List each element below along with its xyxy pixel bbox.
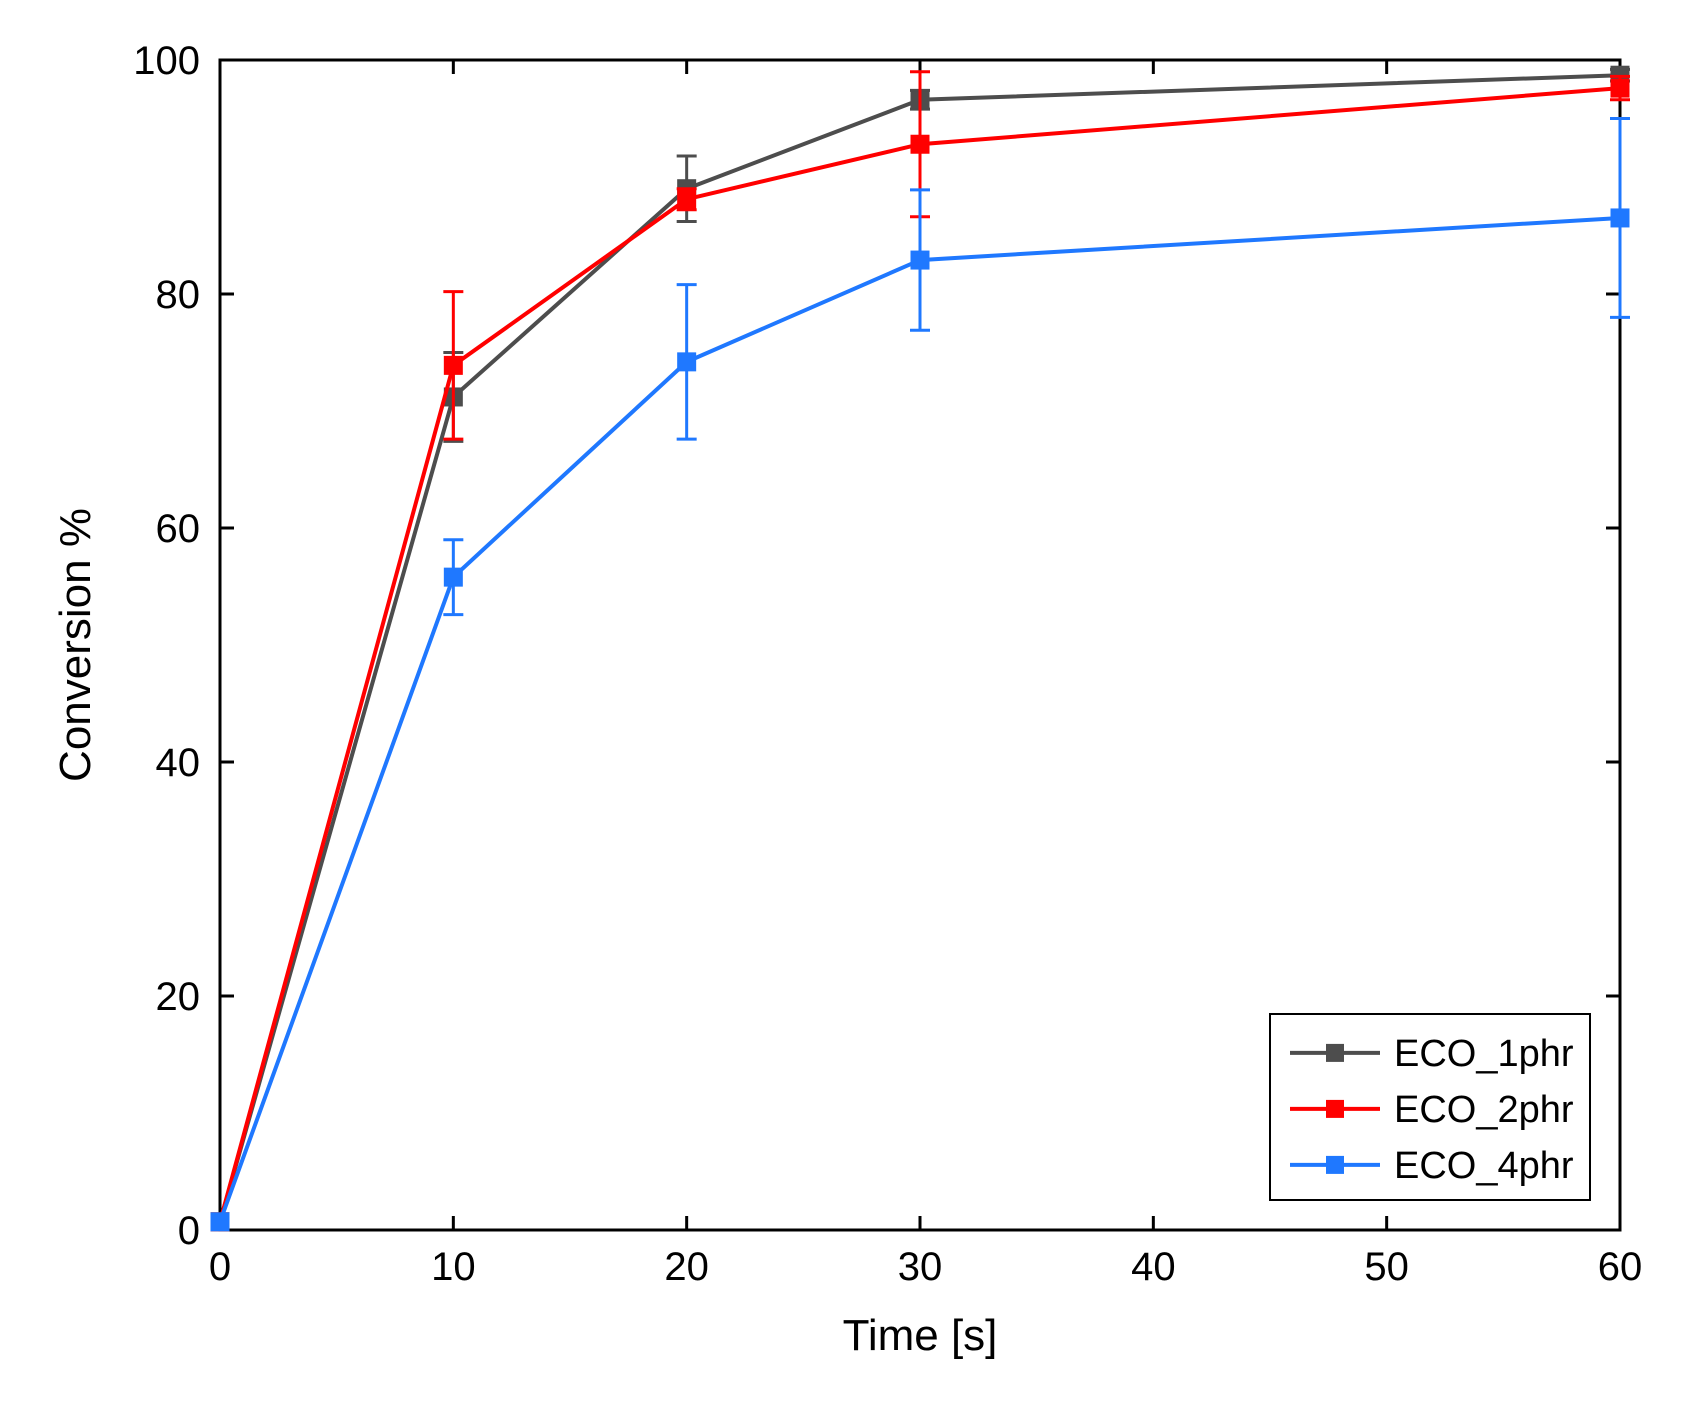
x-axis-label: Time [s] [843, 1311, 998, 1360]
series-marker [444, 356, 462, 374]
y-tick-label: 20 [156, 975, 201, 1019]
conversion-time-chart: 0 10 20 30 40 50 60 0 20 40 60 80 100 Time [s] Convers… [0, 0, 1708, 1413]
legend-label: ECO_1phr [1394, 1033, 1574, 1075]
series-marker [1611, 209, 1629, 227]
series-marker [911, 135, 929, 153]
y-tick-label: 100 [133, 39, 200, 83]
x-tick-label: 10 [431, 1245, 476, 1289]
legend-label: ECO_4phr [1394, 1145, 1574, 1187]
legend: ECO_1phr ECO_2phr ECO_4phr [1270, 1014, 1590, 1200]
y-tick-label: 60 [156, 507, 201, 551]
series-marker [678, 190, 696, 208]
y-tick-label: 0 [178, 1209, 200, 1253]
y-axis-label: Conversion % [51, 508, 100, 782]
legend-label: ECO_2phr [1394, 1089, 1574, 1131]
x-tick-label: 50 [1364, 1245, 1409, 1289]
x-tick-label: 20 [664, 1245, 709, 1289]
x-tick-label: 30 [898, 1245, 943, 1289]
series-marker [911, 251, 929, 269]
series-marker [444, 568, 462, 586]
series-marker [678, 353, 696, 371]
y-tick-label: 80 [156, 273, 201, 317]
series-marker [1611, 79, 1629, 97]
series-marker [211, 1213, 229, 1231]
x-tick-label: 40 [1131, 1245, 1176, 1289]
x-tick-label: 60 [1598, 1245, 1643, 1289]
x-tick-label: 0 [209, 1245, 231, 1289]
chart-container: 0 10 20 30 40 50 60 0 20 40 60 80 100 Time [s] Convers… [0, 0, 1708, 1413]
y-tick-label: 40 [156, 741, 201, 785]
